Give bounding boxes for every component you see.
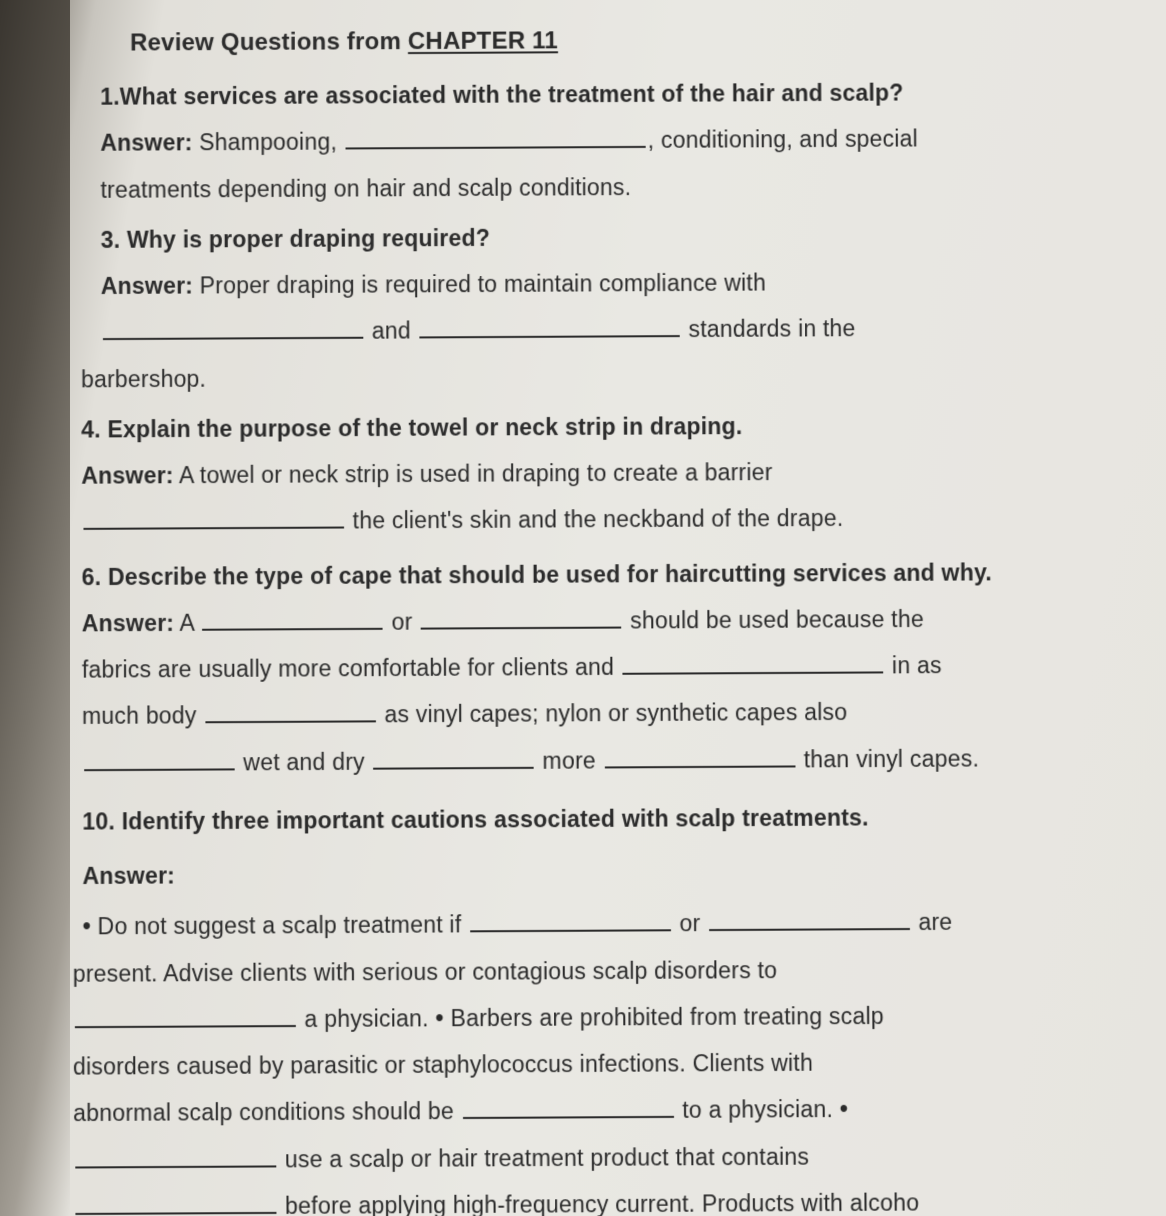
worksheet-page: Review Questions from CHAPTER 11 1.What …	[0, 0, 1166, 1216]
q10-b3-line1: use a scalp or hair treatment product th…	[73, 1134, 1165, 1180]
q6-answer-line4: wet and dry more than vinyl capes.	[82, 737, 1162, 783]
q10-b1c: are	[912, 909, 953, 935]
blank[interactable]	[709, 907, 910, 931]
q10-b2d: to a physician.	[676, 1096, 840, 1123]
q3-prompt: 3. Why is proper draping required?	[101, 214, 1158, 260]
q10-b1-line1: Do not suggest a scalp treatment if or a…	[83, 901, 1163, 947]
q10-b3-line2: before applying high-frequency current. …	[73, 1181, 1165, 1216]
q4-answer-line2: the client's skin and the neckband of th…	[81, 496, 1160, 542]
q6-a7: as vinyl capes; nylon or synthetic capes…	[378, 699, 848, 728]
q10-b2a: Barbers are prohibited from treating sca…	[450, 1003, 884, 1032]
blank[interactable]	[470, 909, 671, 933]
q6-answer-line3: much body as vinyl capes; nylon or synth…	[82, 690, 1161, 736]
q3-a2: and	[365, 318, 417, 344]
content-area: Review Questions from CHAPTER 11 1.What …	[70, 17, 1165, 1216]
q6-a9: more	[536, 747, 603, 774]
q3-a3: standards in the	[682, 315, 856, 342]
bullet-icon	[840, 1096, 848, 1122]
q10-b1-line3: a physician. Barbers are prohibited from…	[73, 994, 1164, 1040]
q4-prompt: 4. Explain the purpose of the towel or n…	[81, 404, 1159, 450]
q6-a5: in as	[885, 652, 942, 678]
q10-b1e: a physician.	[298, 1005, 436, 1032]
blank[interactable]	[83, 506, 344, 530]
q6-a8: wet and dry	[237, 748, 372, 775]
q3-a1: Proper draping is required to maintain c…	[193, 269, 766, 298]
blank[interactable]	[75, 1004, 296, 1028]
q6-a6: much body	[82, 702, 203, 729]
blank[interactable]	[421, 605, 622, 629]
q10-b2-line3: abnormal scalp conditions should be to a…	[73, 1087, 1164, 1133]
q4-a1: A towel or neck strip is used in draping…	[174, 459, 773, 488]
title-text-a: Review Questions from	[130, 28, 408, 56]
q6-a2: or	[385, 608, 419, 634]
q1-a2: , conditioning, and special	[648, 126, 918, 153]
q6-answer-line2: fabrics are usually more comfortable for…	[82, 644, 1161, 690]
answer-label: Answer:	[100, 130, 192, 157]
q3-answer-line1: Answer: Proper draping is required to ma…	[101, 260, 1158, 306]
q10-b3a: use a scalp or hair treatment product th…	[278, 1143, 809, 1172]
blank[interactable]	[103, 316, 363, 340]
q1-answer-line2: treatments depending on hair and scalp c…	[100, 164, 1157, 210]
q3-answer-line2: and standards in the	[101, 307, 1159, 353]
q6-a10: than vinyl capes.	[797, 745, 979, 772]
q6-a4: fabrics are usually more comfortable for…	[82, 654, 621, 683]
q10-b2c: abnormal scalp conditions should be	[73, 1098, 461, 1126]
blank[interactable]	[419, 315, 679, 339]
q6-a3: should be used because the	[623, 606, 923, 634]
q1-prompt: 1.What services are associated with the …	[100, 71, 1157, 117]
blank[interactable]	[373, 745, 534, 769]
q10-b1b: or	[673, 910, 707, 936]
q1-a1: Shampooing,	[193, 129, 344, 156]
q3-answer-line3: barbershop.	[81, 353, 1159, 399]
blank[interactable]	[75, 1144, 276, 1168]
blank[interactable]	[623, 651, 884, 675]
blank[interactable]	[463, 1095, 674, 1119]
q4-a2: the client's skin and the neckband of th…	[346, 505, 843, 534]
blank[interactable]	[75, 1191, 276, 1215]
blank[interactable]	[604, 744, 795, 768]
q10-b1-line2: present. Advise clients with serious or …	[73, 947, 1164, 993]
q1-answer-line1: Answer: Shampooing, , conditioning, and …	[100, 117, 1157, 163]
q10-b3b: before applying high-frequency current. …	[278, 1189, 919, 1216]
blank[interactable]	[205, 700, 376, 724]
page-title: Review Questions from CHAPTER 11	[130, 20, 558, 64]
q4-answer-line1: Answer: A towel or neck strip is used in…	[81, 450, 1159, 496]
q10-prompt: 10. Identify three important cautions as…	[82, 795, 1162, 841]
q6-answer-line1: Answer: A or should be used because the	[82, 597, 1161, 643]
blank[interactable]	[84, 747, 235, 771]
q6-a1: A	[174, 609, 200, 635]
bullet-icon	[435, 1005, 450, 1031]
blank[interactable]	[346, 125, 646, 149]
answer-label: Answer:	[82, 850, 1162, 896]
title-text-b: CHAPTER 11	[408, 27, 558, 55]
blank[interactable]	[202, 607, 383, 631]
q10-b2-line2: disorders caused by parasitic or staphyl…	[73, 1041, 1164, 1087]
answer-label: Answer:	[101, 272, 193, 299]
bullet-icon	[83, 913, 98, 939]
q6-prompt: 6. Describe the type of cape that should…	[82, 551, 1161, 597]
answer-label: Answer:	[81, 462, 173, 489]
q10-b1a: Do not suggest a scalp treatment if	[97, 911, 468, 939]
answer-label: Answer:	[82, 610, 174, 637]
